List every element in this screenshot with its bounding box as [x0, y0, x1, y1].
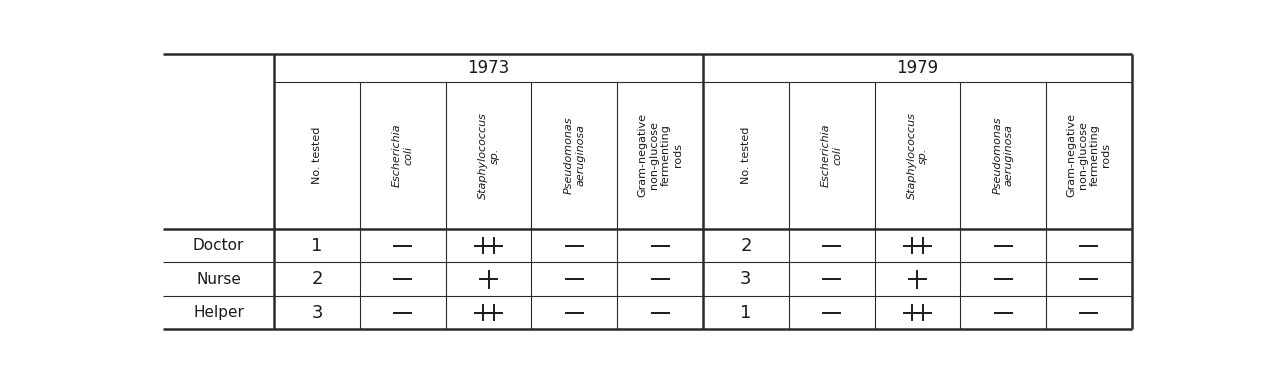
Text: No. tested: No. tested [312, 127, 322, 184]
Text: Gram-negative
non-glucose
fermenting
rods: Gram-negative non-glucose fermenting rod… [638, 114, 682, 198]
Text: Helper: Helper [193, 305, 244, 320]
Text: Doctor: Doctor [193, 238, 244, 253]
Text: Nurse: Nurse [196, 272, 241, 287]
Text: Pseudomonas
aeruginosa: Pseudomonas aeruginosa [993, 117, 1014, 194]
Text: 3: 3 [740, 270, 751, 288]
Text: Pseudomonas
aeruginosa: Pseudomonas aeruginosa [563, 117, 585, 194]
Text: 2: 2 [740, 237, 751, 255]
Text: 1979: 1979 [897, 59, 938, 77]
Text: Staphylococcus
sp.: Staphylococcus sp. [477, 112, 499, 199]
Text: 2: 2 [312, 270, 323, 288]
Text: 1: 1 [312, 237, 323, 255]
Text: 3: 3 [312, 304, 323, 322]
Text: 1973: 1973 [467, 59, 510, 77]
Text: Escherichia
coli: Escherichia coli [821, 124, 842, 187]
Text: No. tested: No. tested [741, 127, 751, 184]
Text: Escherichia
coli: Escherichia coli [392, 124, 414, 187]
Text: Staphylococcus
sp.: Staphylococcus sp. [907, 112, 928, 199]
Text: Gram-negative
non-glucose
fermenting
rods: Gram-negative non-glucose fermenting rod… [1066, 114, 1111, 198]
Text: 1: 1 [740, 304, 751, 322]
